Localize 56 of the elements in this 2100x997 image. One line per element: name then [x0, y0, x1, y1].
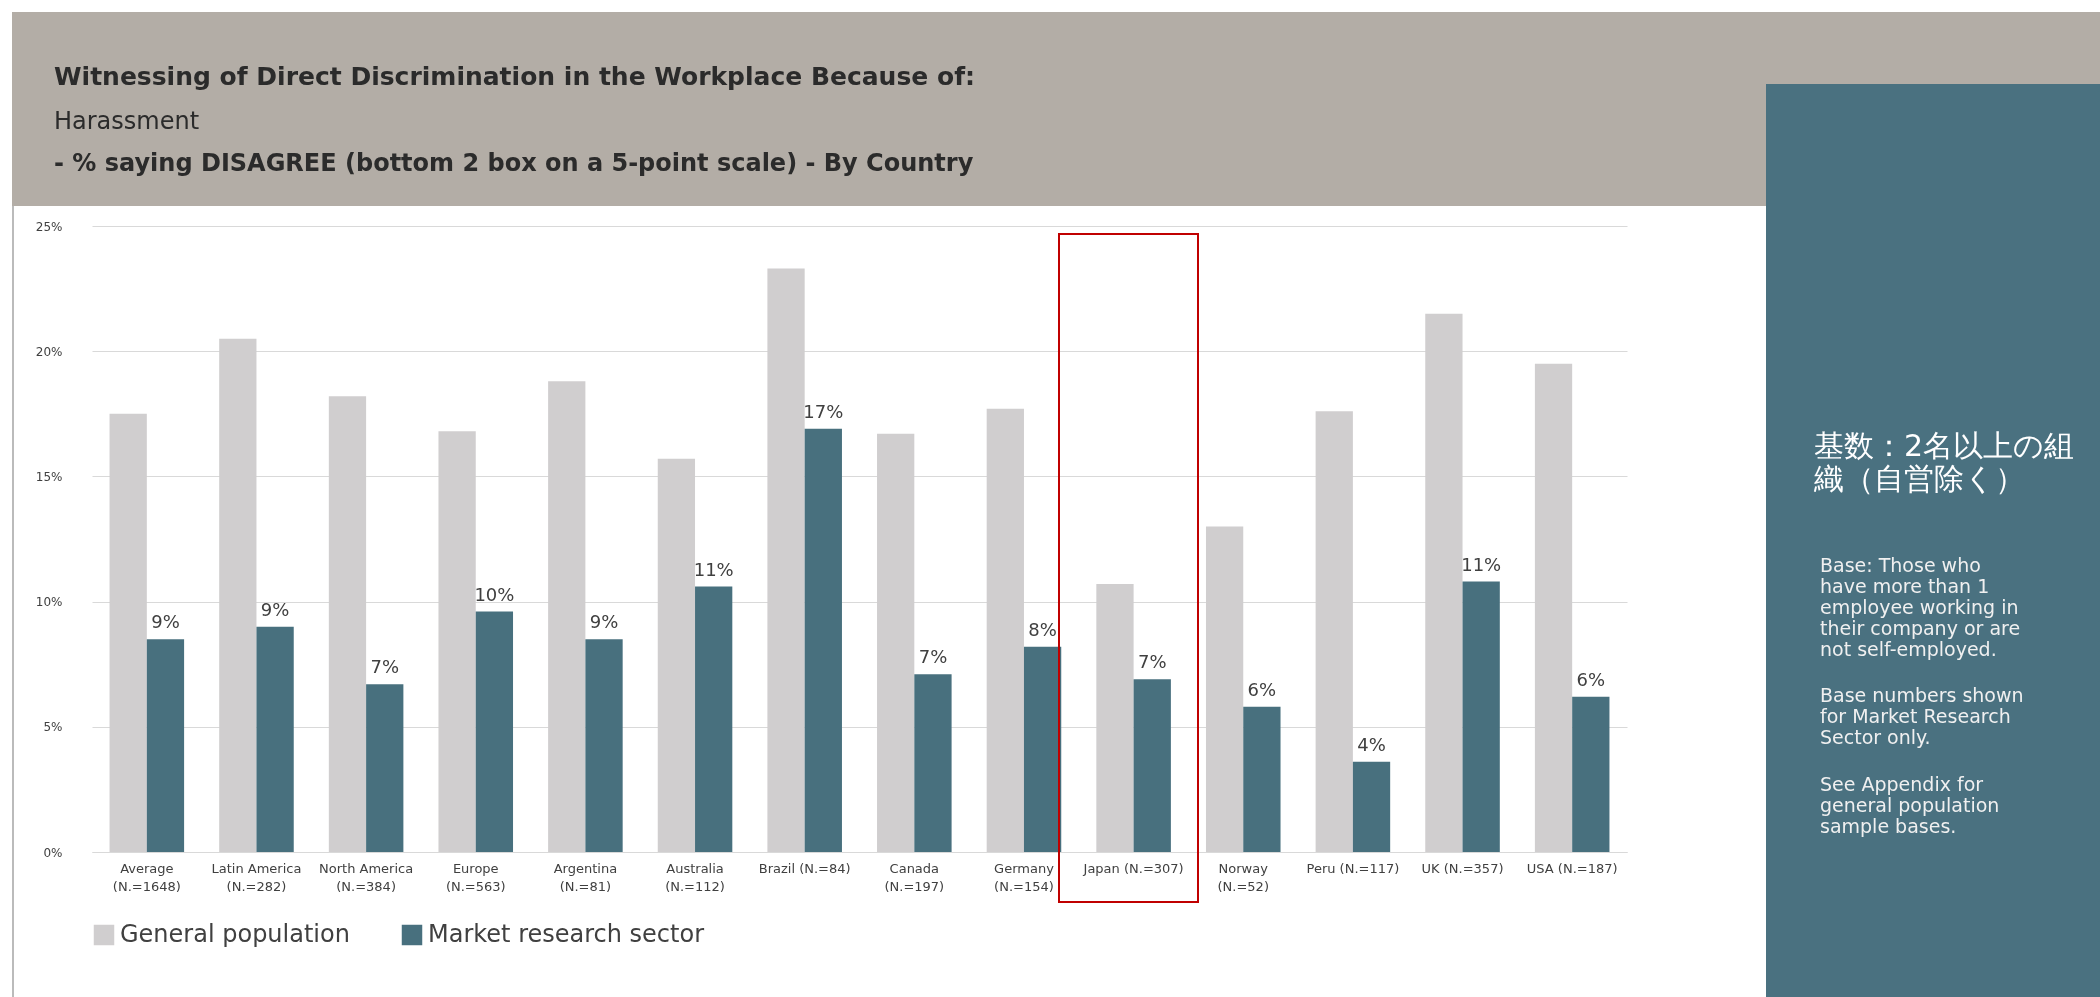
x-tick-label: North America (N.=384)	[319, 860, 414, 894]
data-label: 11%	[693, 558, 734, 580]
x-tick-label: USA (N.=187)	[1526, 860, 1618, 876]
data-label: 10%	[474, 583, 515, 605]
x-tick-label: Germany (N.=154)	[994, 860, 1055, 894]
y-tick-label: 5%	[43, 720, 63, 735]
chart-subtitle: Harassment - % saying DISAGREE (bottom 2 box on a 5-point scale) - By Country	[54, 107, 974, 177]
legend-label: Market research sector	[428, 920, 705, 948]
data-label: 7%	[918, 646, 948, 668]
data-label: 9%	[151, 611, 180, 633]
bar	[1243, 706, 1281, 852]
x-tick-label: Canada (N.=197)	[884, 860, 945, 894]
data-label: 7%	[1137, 651, 1167, 673]
bar	[585, 639, 623, 852]
x-tick-label: Brazil (N.=84)	[758, 860, 851, 876]
x-tick-label: Average (N.=1648)	[112, 860, 181, 894]
bar	[1572, 696, 1610, 852]
bar	[366, 684, 404, 852]
bar	[804, 428, 842, 852]
x-tick-label: UK (N.=357)	[1421, 860, 1504, 876]
data-label: 9%	[589, 611, 619, 633]
x-tick-label: Latin America (N.=282)	[211, 860, 302, 894]
data-label: 9%	[260, 598, 290, 620]
data-label: 8%	[1028, 618, 1057, 640]
text: Base: Those who have more than 1 employee working in their company or are not self-employed.	[1820, 554, 2022, 660]
data-label: 17%	[803, 400, 844, 422]
data-label: 11%	[1461, 553, 1502, 575]
chart-title: Witnessing of Direct Discrimination in the Workplace Because of:	[54, 62, 976, 91]
data-label: 4%	[1357, 733, 1386, 755]
y-tick-label: 25%	[35, 219, 63, 234]
x-tick-label: Argentina (N.=81)	[553, 860, 618, 894]
bar	[1023, 646, 1062, 852]
bar	[1352, 761, 1391, 852]
text: 基数：2名以上の組織（自営除く）	[1814, 428, 2076, 496]
bar	[695, 586, 733, 852]
text: Base numbers shown for Market Research Sector only.	[1820, 684, 2025, 749]
y-tick-label: 20%	[35, 344, 63, 359]
data-label: 7%	[370, 656, 400, 678]
data-label: 6%	[1576, 668, 1606, 690]
bar	[475, 611, 514, 852]
x-tick-label: Australia (N.=112)	[665, 860, 725, 894]
legend-label: General population	[120, 920, 350, 948]
bar	[256, 626, 294, 852]
y-tick-label: 0%	[43, 845, 63, 860]
text: See Appendix for general population sample bases.	[1820, 773, 2001, 837]
y-tick-label: 10%	[35, 595, 63, 610]
y-tick-label: 15%	[35, 469, 63, 484]
bar	[1133, 679, 1171, 852]
x-tick-label: Peru (N.=117)	[1306, 860, 1400, 876]
x-tick-label: Norway (N.=52)	[1217, 860, 1269, 894]
data-label: 6%	[1247, 678, 1277, 700]
bar	[1462, 581, 1500, 852]
bar	[914, 674, 952, 852]
bar	[146, 639, 185, 852]
x-tick-label: Europe (N.=563)	[445, 860, 506, 894]
x-tick-label: Japan (N.=307)	[1082, 860, 1184, 876]
